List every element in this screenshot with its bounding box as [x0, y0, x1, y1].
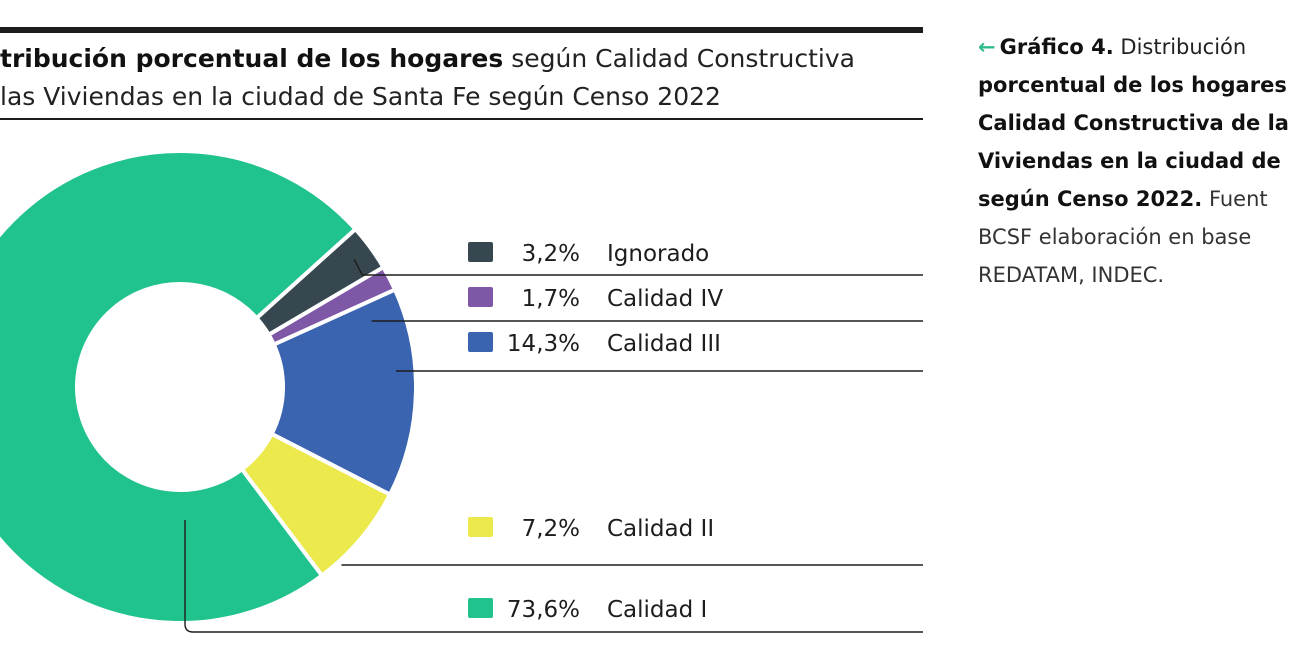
leader-line-ignorado: [353, 258, 923, 276]
title-rule: [0, 118, 923, 120]
caption-line-6: REDATAM, INDEC.: [978, 263, 1165, 287]
legend-label-calidad-ii: Calidad II: [607, 516, 714, 542]
donut-chart: 3,2% Ignorado 1,7% Calidad IV 14,3% Calidad I…: [0, 149, 923, 633]
data-label-calidad-i: 73,6%: [507, 597, 580, 623]
legend-label-calidad-i: Calidad I: [607, 597, 707, 623]
title-bold: tribución porcentual de los hogares: [0, 44, 504, 73]
slice-calidad-i: [0, 149, 358, 625]
data-label-calidad-iv: 1,7%: [522, 286, 580, 312]
data-label-calidad-ii: 7,2%: [522, 516, 580, 542]
arrow-left-icon: ←: [978, 35, 996, 59]
legend-swatch-calidad-iii: [468, 332, 493, 352]
caption-line-1: porcentual de los hogares: [978, 73, 1287, 97]
caption-line-4: según Censo 2022. Fuent: [978, 187, 1268, 211]
top-rule: [0, 27, 923, 33]
data-label-ignorado: 3,2%: [522, 241, 580, 267]
legend-label-calidad-iii: Calidad III: [607, 331, 721, 357]
legend-label-calidad-iv: Calidad IV: [607, 286, 723, 312]
caption-line-0: ← Gráfico 4. Distribución: [978, 35, 1247, 59]
leader-line-calidad-i: [184, 520, 923, 633]
caption-line-3: Viviendas en la ciudad de: [978, 149, 1281, 173]
caption-line-2: Calidad Constructiva de la: [978, 111, 1289, 135]
title-rest: según Calidad Constructiva: [503, 44, 855, 73]
slice-calidad-iii: [269, 287, 418, 497]
legend-label-ignorado: Ignorado: [607, 241, 709, 267]
title-line-2: las Viviendas en la ciudad de Santa Fe s…: [0, 82, 721, 111]
legend-swatch-calidad-i: [468, 598, 493, 618]
legend-swatch-calidad-ii: [468, 517, 493, 537]
title-line-1: tribución porcentual de los hogares segú…: [0, 40, 923, 78]
legend-swatch-ignorado: [468, 242, 493, 262]
legend-swatch-calidad-iv: [468, 287, 493, 307]
chart-title: tribución porcentual de los hogares segú…: [0, 40, 923, 116]
figure-caption: ← Gráfico 4. Distribución porcentual de l…: [978, 28, 1300, 294]
caption-line-5: BCSF elaboración en base: [978, 225, 1252, 249]
data-label-calidad-iii: 14,3%: [507, 331, 580, 357]
